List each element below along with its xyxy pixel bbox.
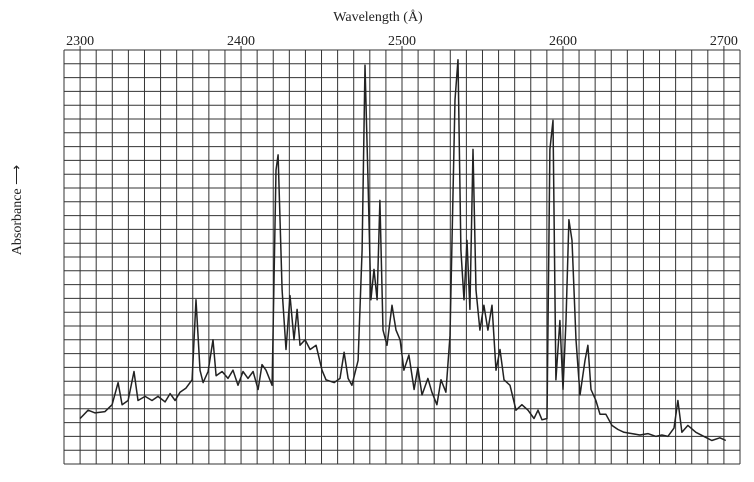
x-tick-label: 2600 [549,34,577,49]
x-axis-title: Wavelength (Å) [333,9,423,25]
spectrum-line [79,58,727,442]
x-tick-label: 2700 [710,34,738,49]
grid [63,49,741,465]
x-tick-label: 2500 [388,34,416,49]
y-axis-title: Absorbance ⟶ [10,165,25,255]
x-tick-label: 2400 [227,34,255,49]
x-tick-label: 2300 [66,34,94,49]
